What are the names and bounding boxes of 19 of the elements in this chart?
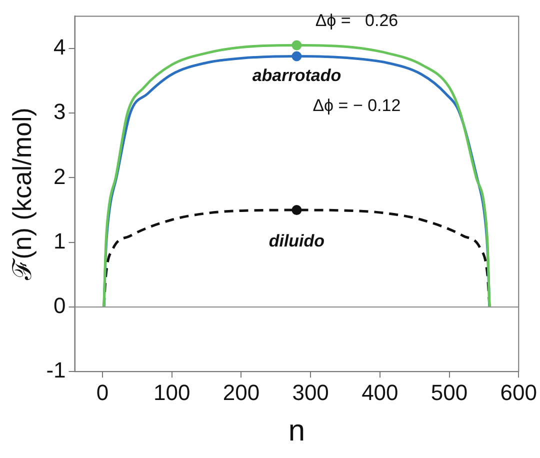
- series-label: Δϕ = 0.26: [315, 10, 398, 30]
- x-axis-title: n: [288, 414, 306, 448]
- y-tick-label: 4: [54, 34, 66, 60]
- x-tick-label: 100: [154, 380, 190, 405]
- x-tick-label: 600: [500, 380, 538, 405]
- annotation: abarrotado: [252, 66, 342, 85]
- y-tick-label: 1: [54, 228, 66, 254]
- y-tick-label: 0: [54, 293, 66, 318]
- y-tick-label: 2: [54, 164, 66, 189]
- x-tick-label: 200: [222, 380, 260, 405]
- x-tick-label: 300: [292, 380, 329, 405]
- y-tick-label: -1: [46, 358, 66, 383]
- y-axis-title: ℱ(n) (kcal/mol): [6, 108, 37, 282]
- x-tick-label: 500: [430, 380, 468, 405]
- series-label: Δϕ = − 0.12: [312, 96, 401, 115]
- series-label: diluido: [268, 232, 325, 251]
- y-tick-label: 3: [54, 99, 66, 124]
- x-tick-label: 400: [362, 380, 398, 405]
- x-tick-label: 0: [96, 380, 109, 405]
